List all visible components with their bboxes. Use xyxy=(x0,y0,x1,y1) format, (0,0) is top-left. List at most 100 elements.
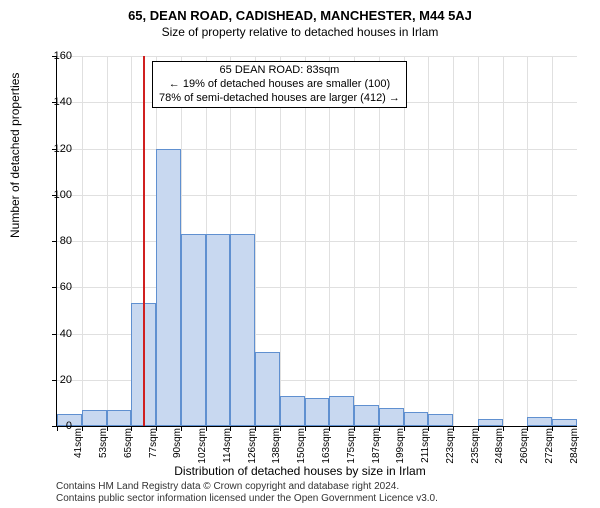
y-tick-label: 120 xyxy=(42,143,72,155)
x-tick xyxy=(107,426,108,431)
histogram-bar xyxy=(379,408,404,427)
histogram-bar xyxy=(82,410,107,426)
gridline-h xyxy=(57,195,577,196)
gridline-v xyxy=(404,56,405,426)
x-tick-label: 260sqm xyxy=(519,428,530,468)
x-tick-label: 150sqm xyxy=(296,428,307,468)
x-tick-label: 102sqm xyxy=(197,428,208,468)
histogram-bar xyxy=(230,234,255,426)
histogram-bar xyxy=(156,149,181,427)
x-tick-label: 187sqm xyxy=(371,428,382,468)
gridline-h xyxy=(57,287,577,288)
x-tick-label: 272sqm xyxy=(544,428,555,468)
gridline-v xyxy=(280,56,281,426)
y-tick-label: 100 xyxy=(42,189,72,201)
x-tick xyxy=(527,426,528,431)
histogram-bar xyxy=(404,412,429,426)
y-tick-label: 20 xyxy=(42,374,72,386)
reference-line xyxy=(143,56,145,426)
x-tick-label: 90sqm xyxy=(172,428,183,468)
gridline-v xyxy=(478,56,479,426)
annotation-line1: 65 DEAN ROAD: 83sqm xyxy=(159,64,400,78)
x-tick xyxy=(453,426,454,431)
gridline-v xyxy=(329,56,330,426)
x-tick-label: 248sqm xyxy=(494,428,505,468)
x-tick-label: 199sqm xyxy=(395,428,406,468)
x-tick xyxy=(280,426,281,431)
histogram-bar xyxy=(305,398,330,426)
x-tick xyxy=(206,426,207,431)
x-tick xyxy=(354,426,355,431)
footer-attribution: Contains HM Land Registry data © Crown c… xyxy=(56,481,438,505)
x-tick xyxy=(379,426,380,431)
histogram-bar xyxy=(428,414,453,426)
x-tick-label: 53sqm xyxy=(98,428,109,468)
gridline-v xyxy=(107,56,108,426)
x-tick-label: 126sqm xyxy=(247,428,258,468)
x-tick xyxy=(552,426,553,431)
x-tick-label: 211sqm xyxy=(420,428,431,468)
x-tick-label: 284sqm xyxy=(569,428,580,468)
x-tick-label: 65sqm xyxy=(123,428,134,468)
y-tick-label: 80 xyxy=(42,235,72,247)
histogram-bar xyxy=(329,396,354,426)
y-tick-label: 0 xyxy=(42,420,72,432)
x-tick xyxy=(230,426,231,431)
chart-title-sub: Size of property relative to detached ho… xyxy=(0,25,600,39)
histogram-bar xyxy=(354,405,379,426)
histogram-bar xyxy=(181,234,206,426)
y-tick-label: 60 xyxy=(42,281,72,293)
x-tick-label: 235sqm xyxy=(470,428,481,468)
x-tick-label: 175sqm xyxy=(346,428,357,468)
x-tick-label: 163sqm xyxy=(321,428,332,468)
x-tick xyxy=(82,426,83,431)
x-tick-label: 138sqm xyxy=(271,428,282,468)
x-axis-label: Distribution of detached houses by size … xyxy=(0,464,600,478)
x-tick xyxy=(131,426,132,431)
annotation-line2: ← 19% of detached houses are smaller (10… xyxy=(159,78,400,92)
x-tick xyxy=(329,426,330,431)
gridline-v xyxy=(428,56,429,426)
histogram-bar xyxy=(478,419,503,426)
x-tick xyxy=(404,426,405,431)
histogram-bar xyxy=(527,417,552,426)
chart-title-main: 65, DEAN ROAD, CADISHEAD, MANCHESTER, M4… xyxy=(0,8,600,23)
annotation-line3: 78% of semi-detached houses are larger (… xyxy=(159,92,400,106)
plot-area: 41sqm53sqm65sqm77sqm90sqm102sqm114sqm126… xyxy=(56,56,577,427)
x-tick-label: 223sqm xyxy=(445,428,456,468)
y-axis-label: Number of detached properties xyxy=(8,73,22,238)
gridline-h xyxy=(57,241,577,242)
x-tick xyxy=(181,426,182,431)
footer-line2: Contains public sector information licen… xyxy=(56,493,438,505)
chart-area: 41sqm53sqm65sqm77sqm90sqm102sqm114sqm126… xyxy=(56,56,576,426)
gridline-h xyxy=(57,149,577,150)
y-tick-label: 140 xyxy=(42,96,72,108)
x-tick-label: 77sqm xyxy=(148,428,159,468)
gridline-v xyxy=(305,56,306,426)
gridline-h xyxy=(57,56,577,57)
histogram-bar xyxy=(107,410,132,426)
histogram-bar xyxy=(552,419,577,426)
histogram-bar xyxy=(280,396,305,426)
x-tick xyxy=(156,426,157,431)
x-tick xyxy=(255,426,256,431)
y-tick-label: 160 xyxy=(42,50,72,62)
gridline-v xyxy=(503,56,504,426)
y-tick-label: 40 xyxy=(42,328,72,340)
annotation-box: 65 DEAN ROAD: 83sqm← 19% of detached hou… xyxy=(152,61,407,108)
x-tick xyxy=(503,426,504,431)
gridline-v xyxy=(379,56,380,426)
gridline-v xyxy=(354,56,355,426)
x-tick-label: 114sqm xyxy=(222,428,233,468)
x-tick xyxy=(428,426,429,431)
x-tick xyxy=(478,426,479,431)
x-tick-label: 41sqm xyxy=(73,428,84,468)
gridline-v xyxy=(82,56,83,426)
x-tick xyxy=(305,426,306,431)
gridline-v xyxy=(453,56,454,426)
histogram-bar xyxy=(255,352,280,426)
histogram-bar xyxy=(206,234,231,426)
gridline-v xyxy=(527,56,528,426)
footer-line1: Contains HM Land Registry data © Crown c… xyxy=(56,481,438,493)
gridline-v xyxy=(552,56,553,426)
